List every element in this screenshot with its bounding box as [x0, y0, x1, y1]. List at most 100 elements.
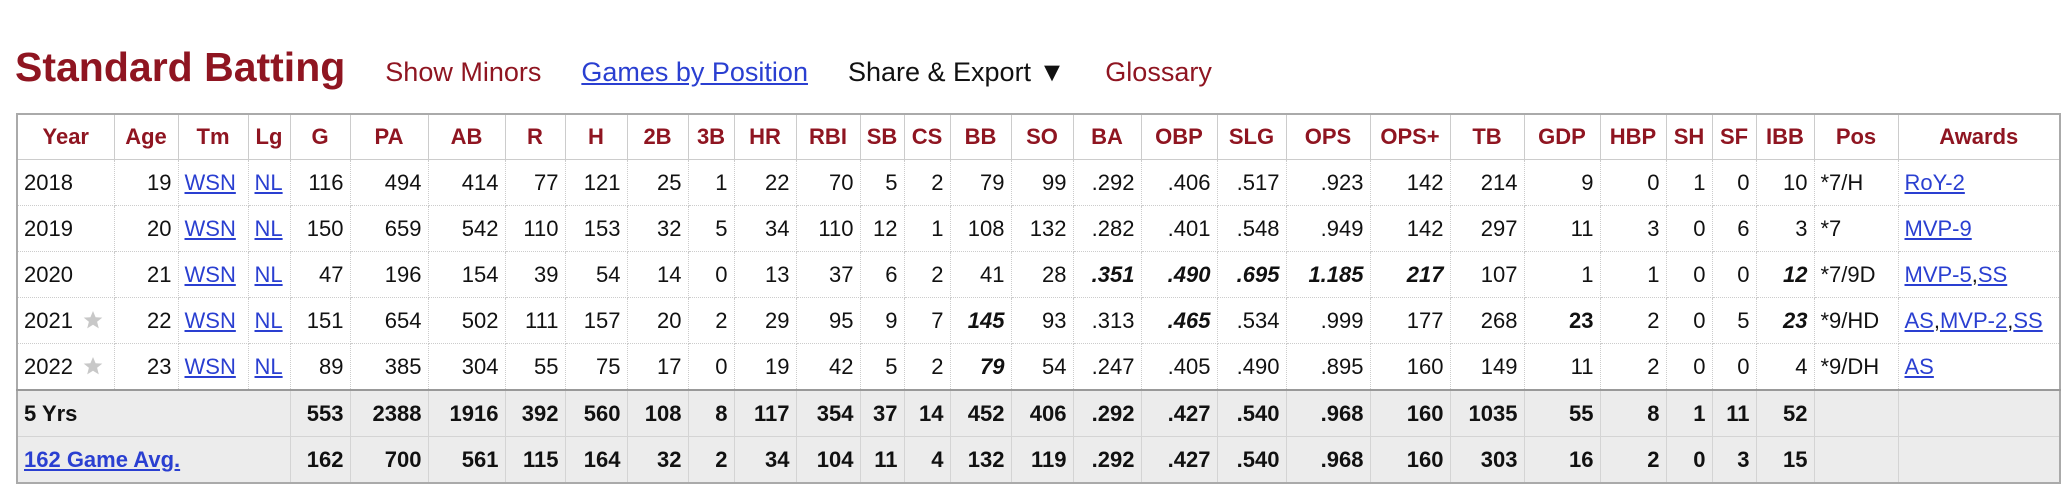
cell-text: 1: [715, 169, 728, 195]
award-link[interactable]: AS: [1904, 307, 1934, 333]
season-row: 2020 21 WSN NL 47 196 154 39 54 14 0 13 37 6 2 41 28 .351…: [16, 251, 2061, 298]
season-row: 2022 23 WSN NL 89 385 304 55 75 17 0 19 42 5 2 79 54.247…: [16, 343, 2061, 391]
cell: 542: [427, 205, 506, 252]
award-link[interactable]: AS: [1904, 353, 1934, 379]
column-header: SH: [1665, 113, 1713, 160]
award-link[interactable]: SS: [2013, 307, 2043, 333]
cell: 700: [349, 436, 429, 484]
cell-text: .465: [1167, 307, 1211, 333]
cell: 119: [1010, 436, 1074, 484]
cell: 0: [1665, 205, 1713, 252]
cell-text: 7: [931, 307, 944, 333]
team-link[interactable]: WSN: [184, 261, 236, 287]
award-link[interactable]: MVP-5: [1904, 261, 1972, 287]
cell: .968: [1285, 389, 1371, 437]
column-header: OBP: [1140, 113, 1218, 160]
team-link[interactable]: WSN: [184, 215, 236, 241]
cell-text: 22: [765, 169, 790, 195]
team-link[interactable]: WSN: [184, 169, 236, 195]
empty-cell: [1813, 436, 1899, 484]
glossary-link[interactable]: Glossary: [1105, 57, 1212, 87]
cell-text: .895: [1320, 353, 1364, 379]
cell: 2018: [16, 159, 115, 206]
cell-text: 10: [1783, 169, 1808, 195]
cell: 2020: [16, 251, 115, 298]
award-link[interactable]: SS: [1977, 261, 2008, 287]
cell: 268: [1449, 297, 1525, 344]
cell: 28: [1010, 251, 1074, 298]
cell-text: 151: [306, 307, 344, 333]
team-link[interactable]: WSN: [184, 353, 236, 379]
award-link[interactable]: MVP-2: [1939, 307, 2008, 333]
cell-text: 93: [1042, 307, 1067, 333]
cell: 494: [349, 159, 429, 206]
cell-text: 55: [534, 353, 559, 379]
games-by-position-link[interactable]: Games by Position: [581, 57, 808, 87]
cell-text: 0: [1737, 353, 1750, 379]
team-link[interactable]: NL: [254, 261, 283, 287]
cell: 12: [859, 205, 905, 252]
column-header: TB: [1449, 113, 1525, 160]
cell: 5: [859, 159, 905, 206]
cell-text: 659: [384, 215, 422, 241]
cell-text: 6: [1737, 215, 1750, 241]
cell: 14: [903, 389, 951, 437]
team-link[interactable]: NL: [254, 169, 283, 195]
column-header: Lg: [247, 113, 291, 160]
cell-text: 2021: [24, 307, 73, 333]
cell-text: 1: [1693, 169, 1706, 195]
cell-text: 1: [1693, 400, 1706, 426]
cell: 108: [626, 389, 689, 437]
cell: 42: [795, 343, 861, 391]
cell: 2021: [16, 297, 115, 344]
cell: 1916: [427, 389, 506, 437]
team-link[interactable]: NL: [254, 307, 283, 333]
team-link[interactable]: NL: [254, 353, 283, 379]
show-minors-link[interactable]: Show Minors: [385, 57, 542, 87]
award-link[interactable]: RoY-2: [1904, 169, 1965, 195]
cell-text: 2: [1647, 353, 1660, 379]
cell: AS: [1897, 343, 2061, 391]
cell: 11: [1711, 389, 1757, 437]
cell-text: 5 Yrs: [24, 400, 78, 426]
cell: .895: [1285, 343, 1371, 391]
cell: 162 Game Avg.: [16, 436, 291, 484]
cell: 117: [733, 389, 797, 437]
cell-text: .968: [1320, 446, 1364, 472]
award-link[interactable]: MVP-9: [1904, 215, 1972, 241]
cell-text: 452: [967, 400, 1005, 426]
cell: 9: [859, 297, 905, 344]
avg-link[interactable]: 162 Game Avg.: [24, 446, 181, 472]
cell-text: 149: [1480, 353, 1518, 379]
cell-text: .517: [1236, 169, 1280, 195]
cell-text: 2: [1647, 446, 1660, 472]
share-export-menu[interactable]: Share & Export ▼: [847, 57, 1066, 87]
column-header: CS: [903, 113, 951, 160]
cell-text: *9/HD: [1820, 307, 1880, 333]
cell: 303: [1449, 436, 1525, 484]
cell-text: 55: [1569, 400, 1594, 426]
cell-text: 0: [1693, 353, 1706, 379]
team-link[interactable]: WSN: [184, 307, 236, 333]
cell: 150: [289, 205, 351, 252]
cell: 385: [349, 343, 429, 391]
column-header: RBI: [795, 113, 861, 160]
cell: .465: [1140, 297, 1218, 344]
cell: 2: [903, 343, 951, 391]
cell-text: 700: [384, 446, 422, 472]
cell-text: 1: [1647, 261, 1660, 287]
all-star-icon: [83, 310, 103, 328]
cell: 39: [504, 251, 566, 298]
column-header: Tm: [177, 113, 249, 160]
team-link[interactable]: NL: [254, 215, 283, 241]
cell: 47: [289, 251, 351, 298]
cell: 41: [949, 251, 1012, 298]
cell: 162: [289, 436, 351, 484]
cell-text: 303: [1480, 446, 1518, 472]
cell-text: 2018: [24, 169, 73, 195]
cell: 6: [1711, 205, 1757, 252]
cell: 414: [427, 159, 506, 206]
cell: 392: [504, 389, 566, 437]
cell: 160: [1369, 343, 1451, 391]
cell: 55: [1523, 389, 1601, 437]
